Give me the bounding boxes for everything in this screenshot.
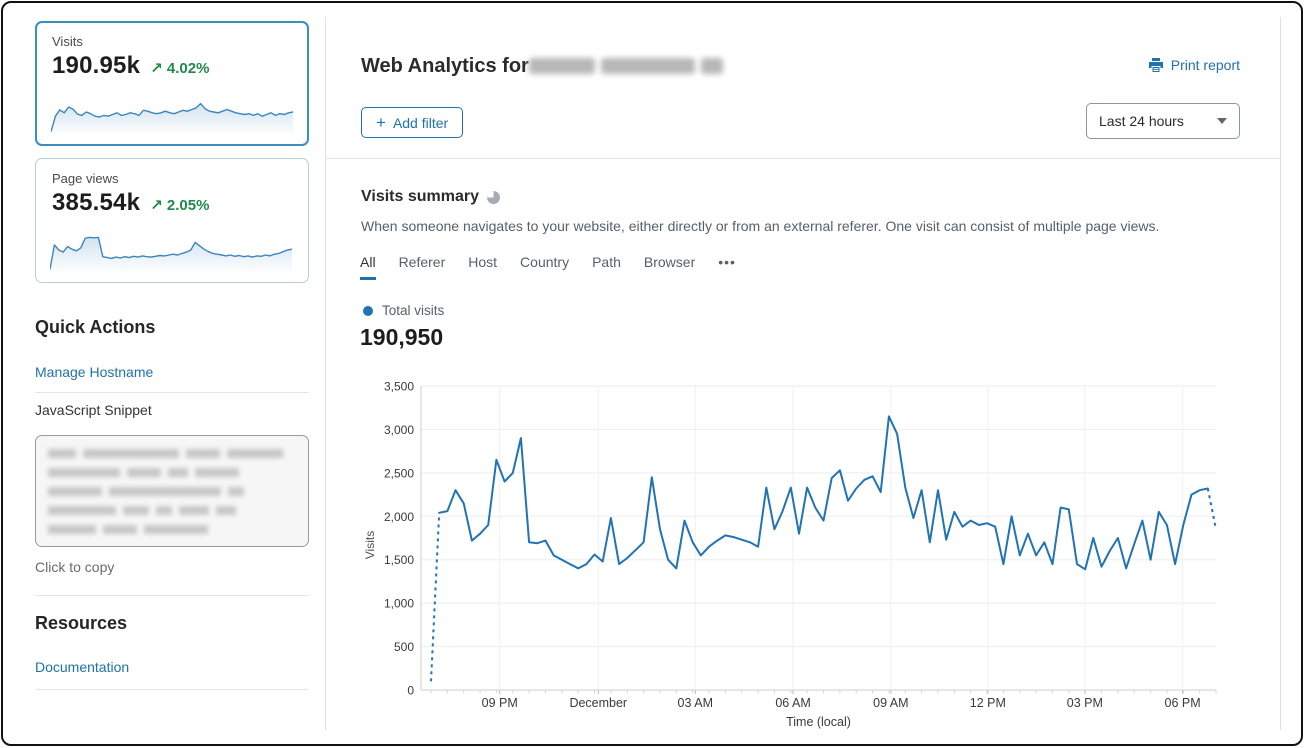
legend-dot-icon (363, 305, 373, 316)
svg-text:3,500: 3,500 (384, 380, 414, 394)
printer-icon (1148, 58, 1163, 72)
visits-sparkline (51, 102, 293, 136)
trend-up-icon: ↗ (150, 60, 163, 77)
svg-text:3,000: 3,000 (384, 423, 414, 437)
svg-text:0: 0 (407, 684, 414, 698)
metric-label: Visits (52, 34, 83, 49)
tab-country[interactable]: Country (520, 254, 570, 270)
svg-text:06 PM: 06 PM (1165, 696, 1201, 710)
site-domain-redacted (529, 58, 723, 74)
svg-text:06 AM: 06 AM (775, 696, 810, 710)
metric-card-page-views[interactable]: Page views 385.54k ↗ 2.05% (35, 158, 309, 283)
svg-text:December: December (569, 696, 627, 710)
svg-text:2,500: 2,500 (384, 466, 414, 480)
svg-text:500: 500 (394, 640, 414, 654)
legend-label: Total visits (382, 303, 445, 318)
add-filter-button[interactable]: + Add filter (361, 107, 464, 138)
time-range-value: Last 24 hours (1099, 113, 1184, 129)
resources-heading: Resources (35, 613, 128, 633)
pie-chart-icon (487, 190, 500, 204)
metric-card-visits[interactable]: Visits 190.95k ↗ 4.02% (35, 21, 309, 146)
visits-summary-description: When someone navigates to your website, … (361, 218, 1160, 234)
tab-referer[interactable]: Referer (398, 254, 446, 270)
header-divider (325, 158, 1280, 159)
click-to-copy-hint: Click to copy (35, 559, 115, 575)
svg-text:Time (local): Time (local) (786, 715, 851, 729)
metric-delta: ↗ 4.02% (150, 60, 210, 77)
time-range-select[interactable]: Last 24 hours (1086, 103, 1240, 139)
svg-text:2,000: 2,000 (384, 510, 414, 524)
panel-left-border (325, 17, 326, 730)
divider (35, 595, 309, 596)
svg-text:03 AM: 03 AM (678, 696, 713, 710)
svg-text:09 PM: 09 PM (482, 696, 518, 710)
panel-right-border (1280, 17, 1281, 730)
svg-text:12 PM: 12 PM (970, 696, 1006, 710)
caret-down-icon (1217, 118, 1227, 124)
svg-text:03 PM: 03 PM (1067, 696, 1103, 710)
documentation-link[interactable]: Documentation (35, 659, 130, 675)
divider (35, 689, 309, 690)
trend-up-icon: ↗ (150, 197, 163, 214)
chart-legend: Total visits (363, 303, 444, 318)
dimension-tabs: All Referer Host Country Path Browser ••• (360, 254, 736, 280)
metric-delta: ↗ 2.05% (150, 197, 210, 214)
svg-text:1,500: 1,500 (384, 553, 414, 567)
more-tabs-button[interactable]: ••• (718, 254, 736, 270)
tab-host[interactable]: Host (468, 254, 498, 270)
svg-text:09 AM: 09 AM (873, 696, 908, 710)
quick-actions-heading: Quick Actions (35, 317, 156, 337)
metric-value: 385.54k (52, 189, 141, 216)
total-visits-value: 190,950 (360, 324, 444, 350)
svg-text:Visits: Visits (363, 531, 377, 559)
code-snippet-redacted[interactable] (35, 435, 309, 547)
tab-browser[interactable]: Browser (643, 254, 696, 270)
plus-icon: + (376, 112, 386, 132)
divider (35, 392, 309, 393)
svg-text:1,000: 1,000 (384, 597, 414, 611)
tab-all[interactable]: All (360, 254, 376, 280)
visits-summary-heading: Visits summary (361, 188, 500, 206)
print-report-link[interactable]: Print report (1148, 57, 1240, 73)
metric-value: 190.95k (52, 52, 141, 79)
page-title: Web Analytics for (361, 55, 529, 77)
metric-label: Page views (52, 171, 119, 186)
manage-hostname-link[interactable]: Manage Hostname (35, 364, 154, 380)
tab-path[interactable]: Path (592, 254, 621, 270)
javascript-snippet-label: JavaScript Snippet (35, 402, 152, 418)
visits-line-chart: 0 500 1,000 1,500 2,000 2,500 3,000 3,500 09 PM D… (358, 375, 1218, 735)
page-views-sparkline (50, 236, 292, 274)
